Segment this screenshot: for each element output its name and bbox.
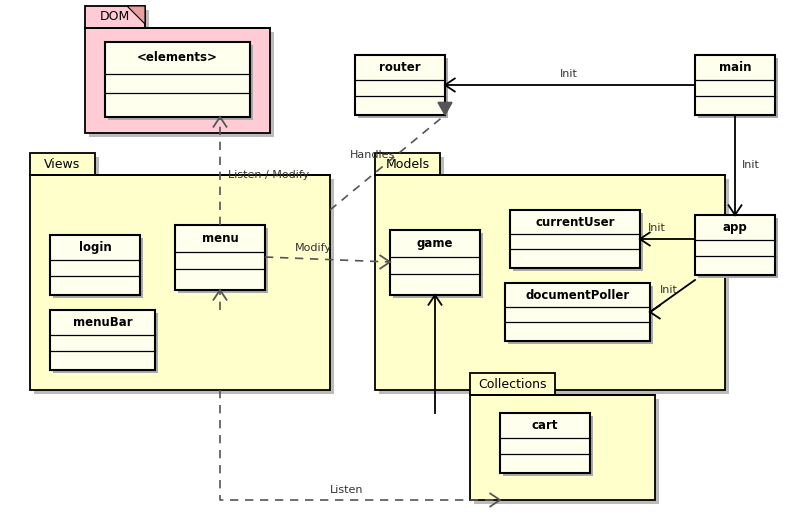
Text: Init: Init xyxy=(742,160,760,170)
Text: Views: Views xyxy=(45,157,81,171)
Polygon shape xyxy=(438,102,452,115)
Bar xyxy=(85,28,270,133)
Text: menu: menu xyxy=(202,232,238,245)
Bar xyxy=(355,55,445,115)
Text: game: game xyxy=(417,237,454,250)
Text: Init: Init xyxy=(660,285,678,295)
Bar xyxy=(505,283,650,341)
Bar xyxy=(379,157,444,179)
Bar xyxy=(30,153,95,175)
Bar xyxy=(108,45,253,120)
Bar xyxy=(470,373,555,395)
Text: Collections: Collections xyxy=(478,377,547,391)
Bar xyxy=(510,210,640,268)
Bar xyxy=(379,179,729,394)
Bar xyxy=(178,228,268,293)
Bar xyxy=(695,55,775,115)
Text: app: app xyxy=(723,221,748,234)
Bar xyxy=(358,58,448,118)
Bar xyxy=(89,10,149,32)
Bar xyxy=(508,286,653,344)
Bar xyxy=(470,395,655,500)
Text: <elements>: <elements> xyxy=(137,51,218,64)
Bar xyxy=(390,230,480,295)
Bar xyxy=(34,157,99,179)
Text: Handles: Handles xyxy=(350,150,395,160)
Bar xyxy=(30,175,330,390)
Bar xyxy=(698,218,778,278)
Bar xyxy=(698,58,778,118)
Bar xyxy=(474,377,559,399)
Bar xyxy=(175,225,265,290)
Bar xyxy=(500,413,590,473)
Text: Modify: Modify xyxy=(295,243,332,253)
Text: DOM: DOM xyxy=(100,11,130,23)
Bar xyxy=(393,233,483,298)
Text: Listen / Modify: Listen / Modify xyxy=(228,170,309,180)
Text: router: router xyxy=(379,61,421,74)
Bar xyxy=(50,235,140,295)
Bar xyxy=(474,399,659,504)
Bar xyxy=(105,42,250,117)
Text: Init: Init xyxy=(560,69,578,79)
Bar xyxy=(89,32,274,137)
Text: Listen: Listen xyxy=(330,485,364,495)
Bar xyxy=(53,313,158,373)
Bar xyxy=(85,6,145,28)
Text: main: main xyxy=(718,61,751,74)
Text: login: login xyxy=(79,241,111,254)
Bar xyxy=(375,153,440,175)
Polygon shape xyxy=(127,6,145,24)
Bar xyxy=(34,179,334,394)
Bar xyxy=(53,238,143,298)
Bar xyxy=(375,175,725,390)
Bar xyxy=(513,213,643,271)
Text: menuBar: menuBar xyxy=(73,316,132,329)
Text: Models: Models xyxy=(386,157,429,171)
Text: documentPoller: documentPoller xyxy=(526,289,629,302)
Text: cart: cart xyxy=(531,419,558,432)
Bar xyxy=(503,416,593,476)
Text: Init: Init xyxy=(648,223,666,233)
Bar xyxy=(695,215,775,275)
Bar xyxy=(50,310,155,370)
Text: currentUser: currentUser xyxy=(535,216,615,228)
